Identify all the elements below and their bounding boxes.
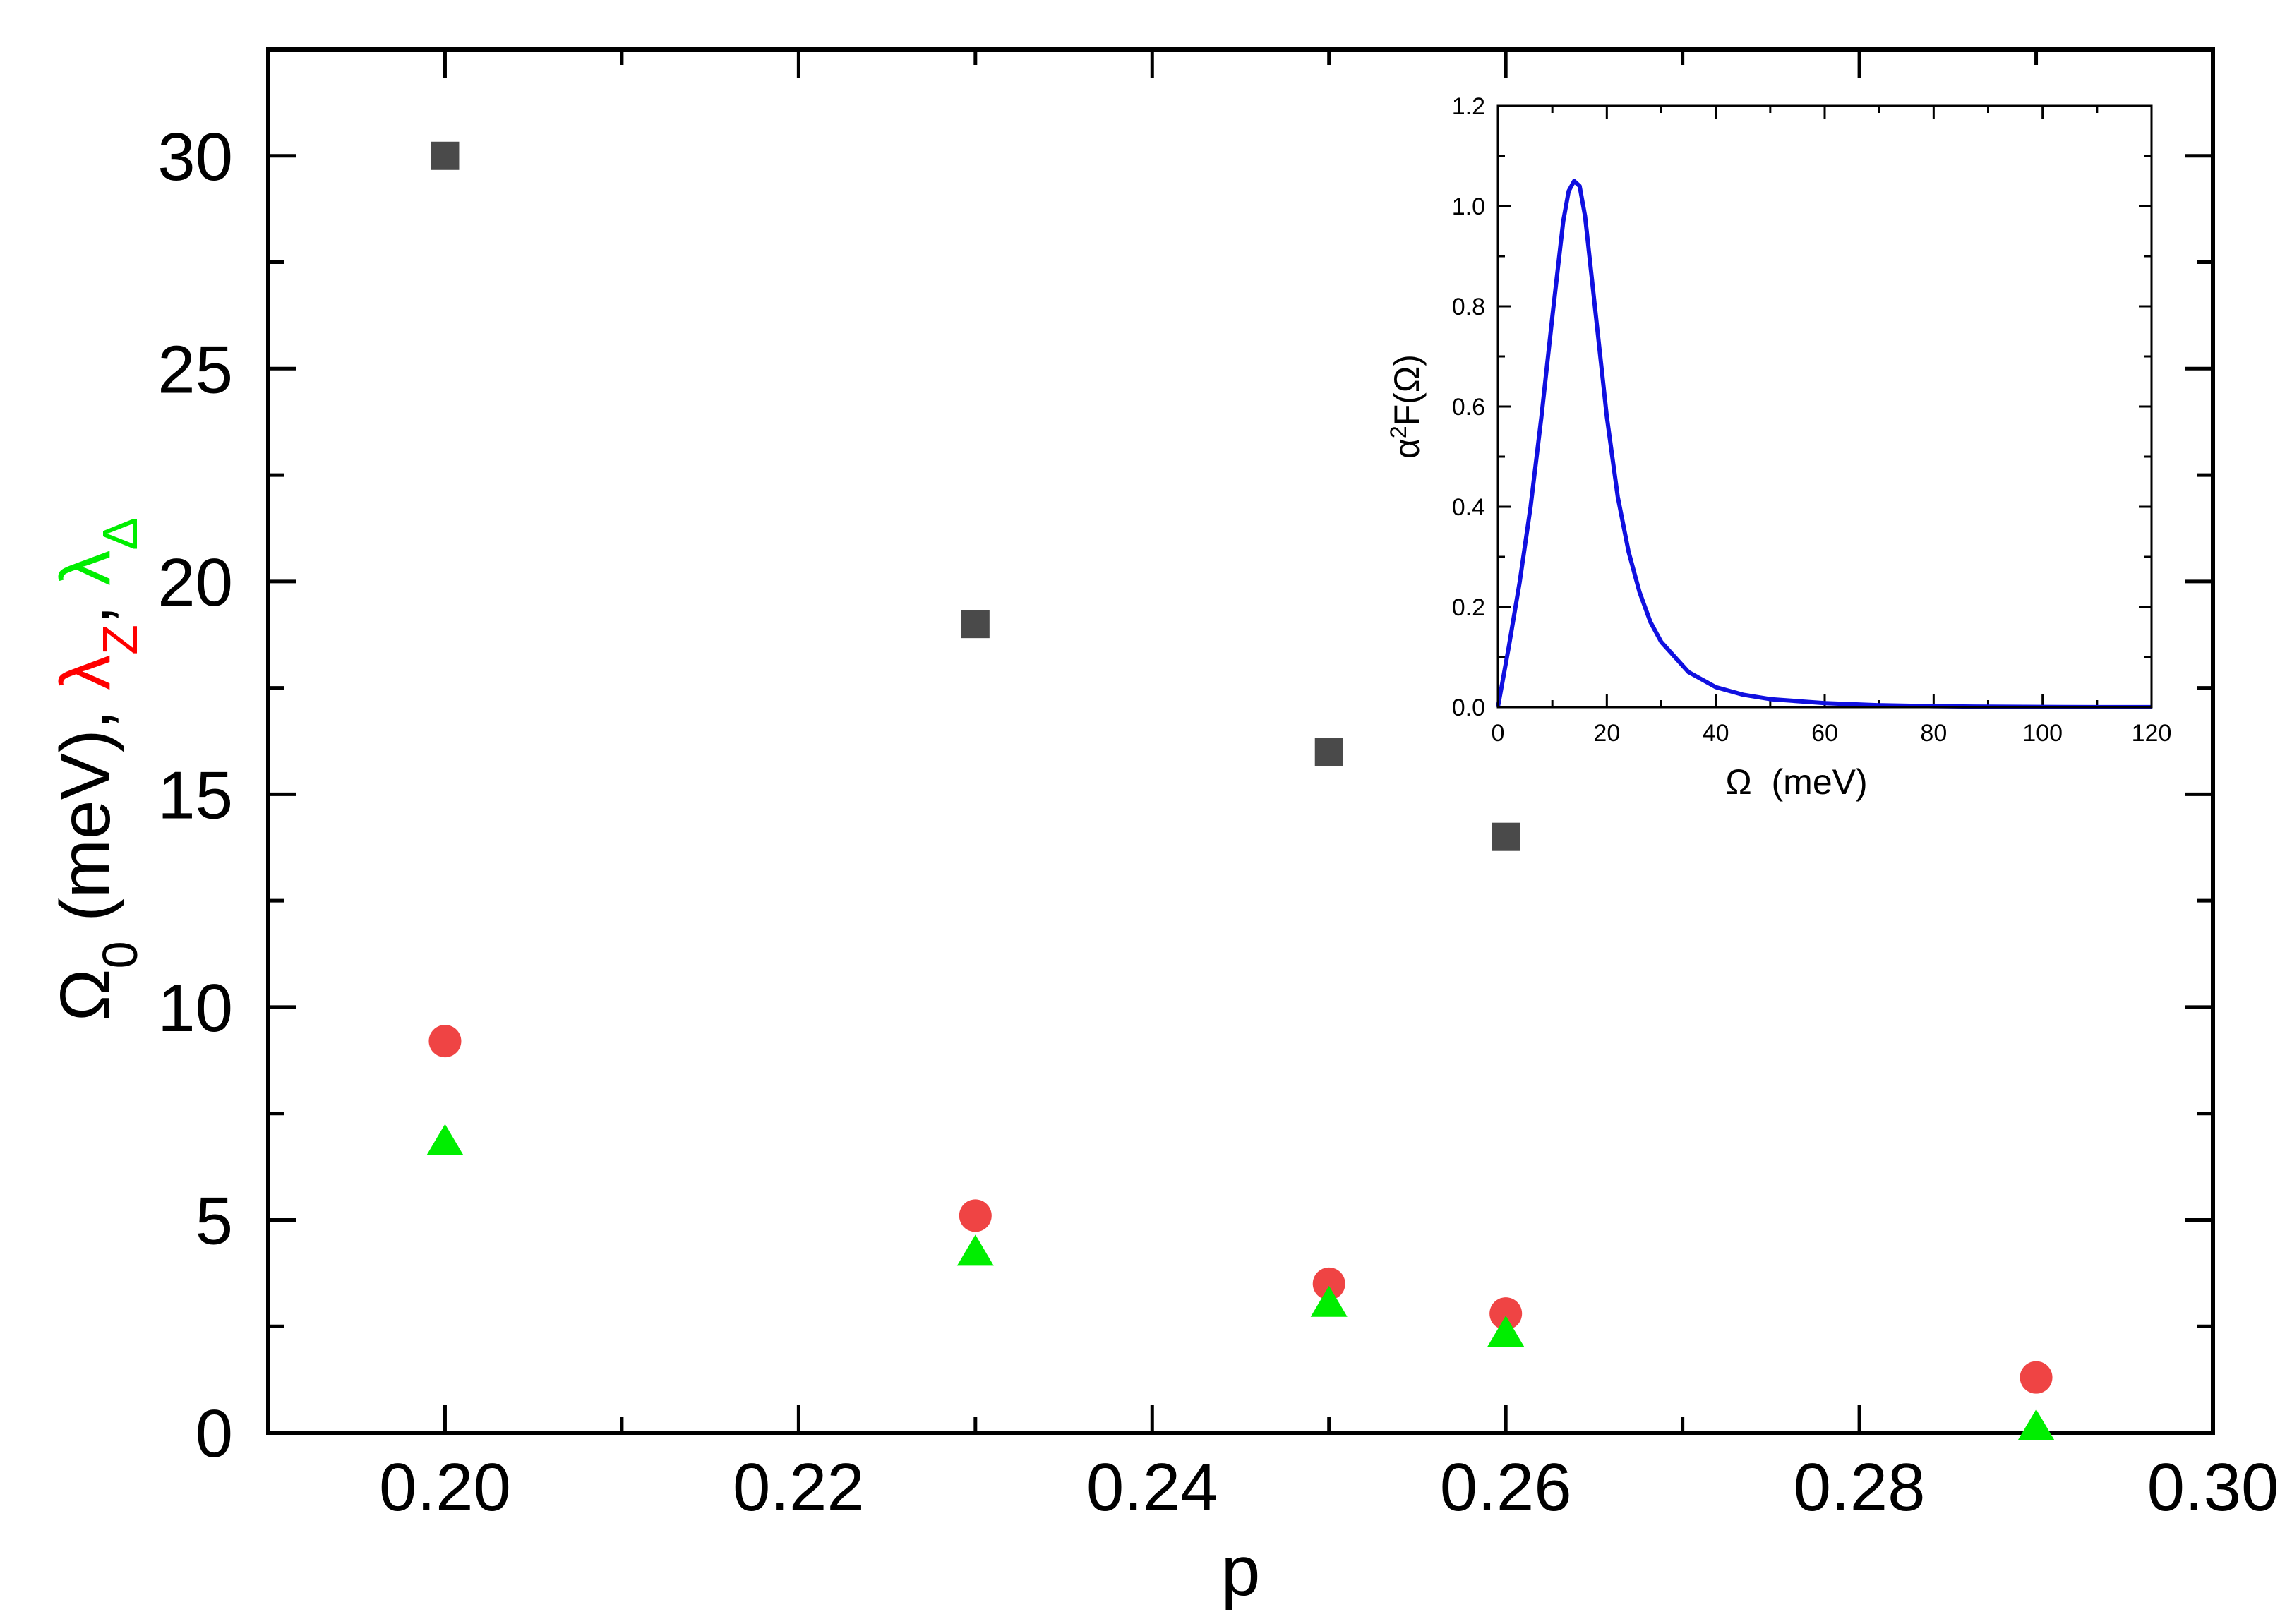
omega0-square-point bbox=[1492, 822, 1520, 851]
main-x-axis-title: p bbox=[1221, 1532, 1261, 1611]
y-axis-title-part: Ω bbox=[46, 968, 125, 1021]
main-y-tick-labels: 0 5 10 15 20 25 30 bbox=[157, 119, 233, 1472]
inset-y-title-part: α bbox=[1387, 438, 1427, 459]
y-axis-title-part: Z bbox=[92, 625, 148, 655]
inset-x-tick-label: 80 bbox=[1920, 720, 1947, 747]
lambda-z-circle-point bbox=[2020, 1361, 2053, 1394]
lambda-z-circle-point bbox=[1489, 1297, 1523, 1330]
omega0-square-point bbox=[961, 610, 990, 639]
y-axis-title-part: Δ bbox=[92, 517, 148, 551]
inset-x-tick-label: 100 bbox=[2022, 720, 2063, 747]
y-axis-title-part: λ bbox=[46, 655, 125, 690]
lambda-delta-triangle-point bbox=[956, 1234, 994, 1266]
inset-x-tick-label: 40 bbox=[1703, 720, 1729, 747]
inset-y-tick-label: 0.0 bbox=[1452, 694, 1485, 721]
inset-y-title-part: F(Ω) bbox=[1387, 354, 1427, 426]
inset-spectral-curve bbox=[1496, 179, 2152, 709]
inset-y-title-part: 2 bbox=[1386, 426, 1411, 438]
y-tick-label: 10 bbox=[157, 970, 233, 1046]
main-data-marks bbox=[426, 141, 2055, 1440]
inset-plot: 0 20 40 60 80 100 120 0.0 0.2 0.4 0.6 0.8 1.0 1.2 Ω … bbox=[1386, 93, 2171, 802]
lambda-z-circle-point bbox=[428, 1025, 462, 1058]
inset-x-axis-title: Ω (meV) bbox=[1725, 762, 1867, 802]
x-tick-label: 0.22 bbox=[733, 1450, 865, 1525]
x-tick-label: 0.30 bbox=[2147, 1450, 2279, 1525]
y-tick-label: 20 bbox=[157, 545, 233, 620]
inset-plot-frame bbox=[1496, 104, 2153, 709]
y-axis-title-part: λ bbox=[46, 551, 125, 586]
omega0-square-point bbox=[1314, 738, 1343, 766]
y-axis-title-part: (meV), bbox=[46, 690, 125, 942]
lambda-delta-triangle-point bbox=[2017, 1409, 2055, 1440]
inset-x-tick-label: 60 bbox=[1811, 720, 1838, 747]
lambda-delta-triangle-point bbox=[1487, 1316, 1525, 1347]
inset-x-tick-label: 20 bbox=[1593, 720, 1620, 747]
x-tick-label: 0.28 bbox=[1794, 1450, 1926, 1525]
y-tick-label: 15 bbox=[157, 757, 233, 833]
main-x-tick-labels: 0.20 0.22 0.24 0.26 0.28 0.30 bbox=[379, 1450, 2279, 1525]
inset-y-tick-label: 0.8 bbox=[1452, 294, 1485, 320]
lambda-delta-triangle-point bbox=[426, 1124, 464, 1155]
inset-x-tick-labels: 0 20 40 60 80 100 120 bbox=[1492, 720, 2172, 747]
inset-background bbox=[1498, 106, 2152, 707]
inset-y-tick-label: 1.0 bbox=[1452, 193, 1485, 220]
y-tick-label: 25 bbox=[157, 332, 233, 407]
y-axis-title-part: 0 bbox=[92, 941, 148, 968]
y-axis-title-part: , bbox=[46, 586, 125, 625]
inset-y-axis-title: α2F(Ω) bbox=[1386, 354, 1427, 459]
y-tick-label: 0 bbox=[196, 1396, 233, 1472]
lambda-z-circle-point bbox=[959, 1199, 992, 1232]
x-tick-label: 0.24 bbox=[1086, 1450, 1218, 1525]
main-y-axis-title: Ω0 (meV), λZ, λΔ bbox=[46, 517, 148, 1021]
x-tick-label: 0.20 bbox=[379, 1450, 511, 1525]
inset-y-tick-label: 0.4 bbox=[1452, 494, 1485, 521]
y-tick-label: 5 bbox=[196, 1183, 233, 1258]
lambda-delta-triangle-point bbox=[1310, 1285, 1348, 1317]
inset-y-tick-label: 0.2 bbox=[1452, 594, 1485, 621]
y-tick-label: 30 bbox=[157, 119, 233, 195]
inset-x-tick-label: 0 bbox=[1492, 720, 1505, 747]
inset-y-tick-labels: 0.0 0.2 0.4 0.6 0.8 1.0 1.2 bbox=[1452, 93, 1485, 721]
inset-y-tick-label: 1.2 bbox=[1452, 93, 1485, 120]
inset-x-tick-label: 120 bbox=[2132, 720, 2172, 747]
x-tick-label: 0.26 bbox=[1440, 1450, 1572, 1525]
main-plot-frame bbox=[266, 47, 2215, 1435]
omega0-square-point bbox=[431, 141, 460, 170]
lambda-z-circle-point bbox=[1312, 1267, 1345, 1300]
inset-y-tick-label: 0.6 bbox=[1452, 394, 1485, 421]
